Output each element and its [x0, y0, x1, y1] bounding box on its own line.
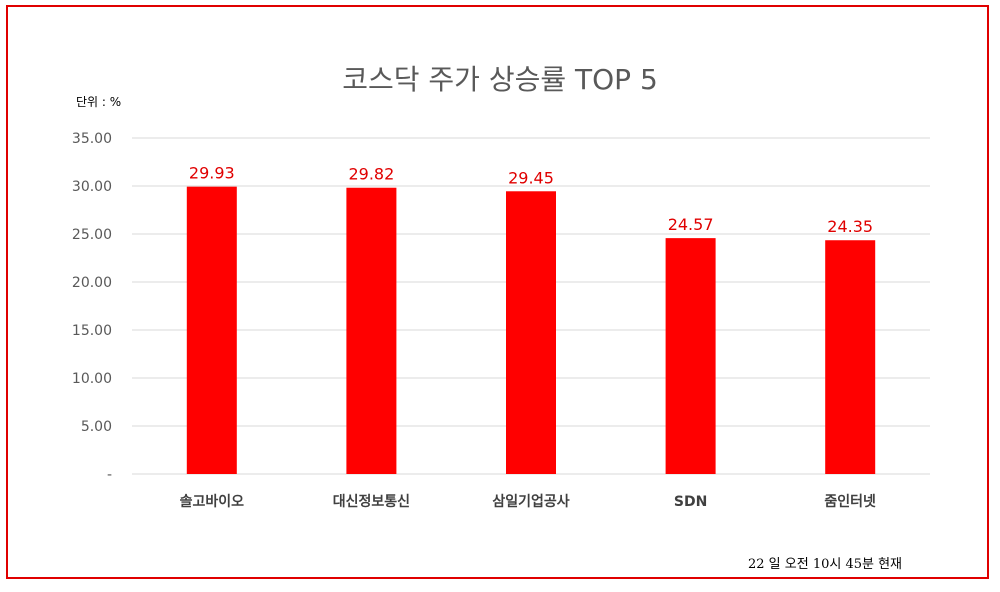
timestamp-note: 22 일 오전 10시 45분 현재 [748, 557, 903, 572]
x-category-label: 삼일기업공사 [492, 494, 569, 510]
y-tick-label: 15.00 [72, 323, 112, 339]
y-tick-label: 30.00 [72, 179, 112, 195]
y-tick-label: 20.00 [72, 275, 112, 291]
x-category-label: 대신정보통신 [333, 493, 410, 510]
x-category-label: 솔고바이오 [180, 493, 245, 510]
x-category-label: 줌인터넷 [824, 493, 876, 510]
y-tick-label: 35.00 [72, 131, 112, 147]
x-category-label: SDN [674, 494, 707, 510]
y-axis: - 5.00 10.00 15.00 20.00 25.00 30.00 35.00 [72, 131, 112, 483]
bars [186, 186, 876, 474]
chart-title: 코스닥 주가 상승률 TOP 5 [342, 63, 658, 96]
data-labels: 29.93 29.82 29.45 24.57 24.35 [189, 164, 873, 237]
data-label: 29.82 [348, 165, 394, 184]
data-label: 29.93 [189, 164, 235, 183]
y-tick-label: - [107, 467, 112, 483]
bar [346, 187, 397, 474]
y-tick-label: 5.00 [81, 419, 112, 435]
data-label: 24.35 [827, 217, 873, 236]
bar [186, 186, 237, 474]
bar [825, 240, 876, 474]
y-tick-label: 10.00 [72, 371, 112, 387]
data-label: 24.57 [668, 215, 714, 234]
bar [506, 191, 556, 474]
unit-label: 단위 : % [76, 95, 122, 109]
y-tick-label: 25.00 [72, 227, 112, 243]
chart-frame [6, 5, 989, 579]
x-axis: 솔고바이오 대신정보통신 삼일기업공사 SDN 줌인터넷 [180, 493, 876, 510]
bar [665, 238, 716, 474]
data-label: 29.45 [508, 168, 554, 187]
